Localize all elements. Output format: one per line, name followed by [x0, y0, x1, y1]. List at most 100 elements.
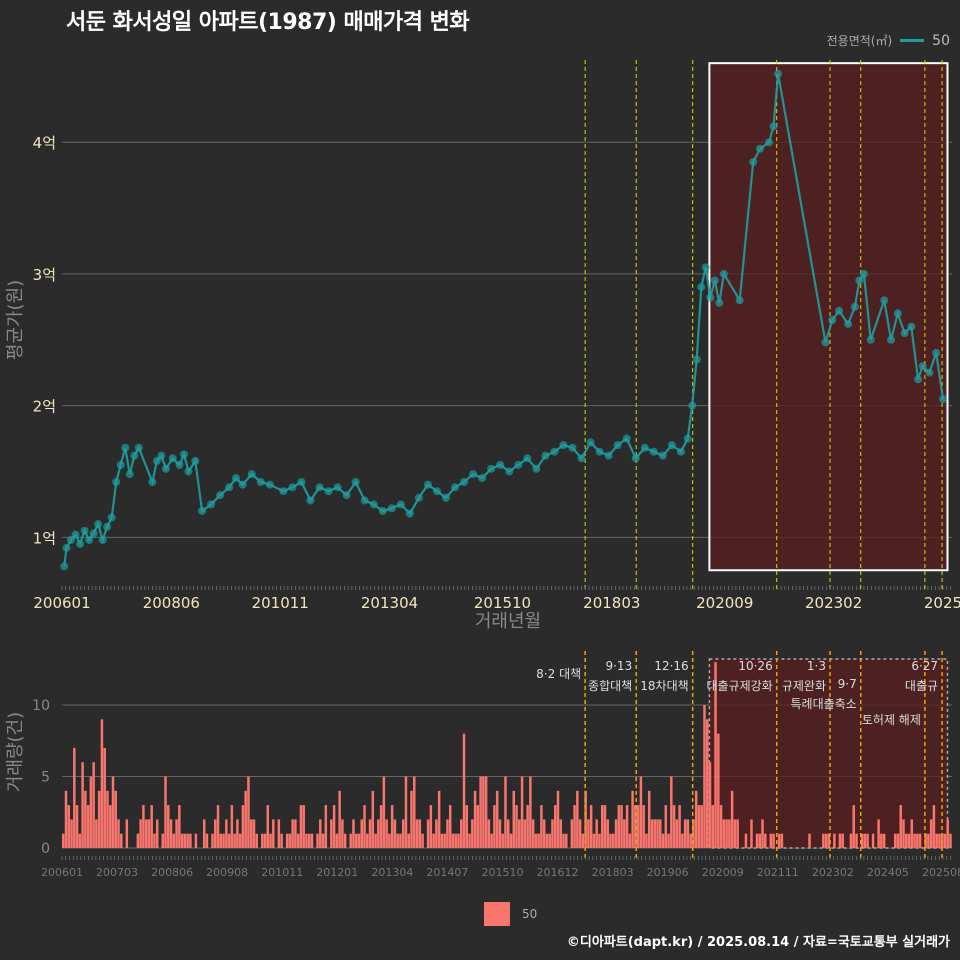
volume-bar [390, 805, 394, 848]
y-tick-label: 4억 [33, 134, 56, 152]
volume-bar [462, 733, 466, 848]
volume-bar [866, 833, 869, 848]
volume-bar [689, 833, 692, 848]
volume-bar [451, 833, 455, 848]
volume-bar [435, 819, 438, 848]
volume-bar [443, 833, 446, 848]
volume-bar [352, 819, 355, 848]
data-point [168, 454, 177, 463]
x-tick-label: 200806 [143, 594, 200, 612]
data-point [125, 470, 134, 479]
volume-bar [319, 819, 322, 848]
policy-date-label: 8·2 대책 [536, 666, 581, 681]
data-point [514, 460, 523, 469]
data-point [148, 478, 157, 486]
volume-bar [341, 819, 344, 848]
policy-text-label: 규제완화 [782, 679, 826, 693]
data-point [432, 487, 441, 496]
volume-chart: 0 5 10 8·2 대책 9·13 종합대책 12·16 18차대책 10·26 대출규제강화 1… [5, 651, 960, 879]
volume-bar [501, 833, 504, 848]
volume-bar [625, 805, 629, 848]
volume-bar [659, 819, 662, 848]
x-tick-label: 202302 [805, 594, 862, 612]
data-point [523, 454, 532, 463]
volume-bar [78, 833, 82, 848]
volume-bar [706, 719, 709, 848]
data-point [423, 480, 432, 489]
x-tick-label: 200601 [33, 594, 90, 612]
data-point [887, 335, 896, 344]
data-point [706, 293, 715, 302]
volume-bar [849, 833, 853, 848]
volume-bar [559, 819, 563, 848]
data-point [324, 487, 333, 496]
volume-bar [144, 819, 148, 848]
volume-bar [623, 819, 626, 848]
volume-bar [526, 805, 529, 848]
volume-bar [755, 833, 759, 848]
volume-bar [305, 833, 308, 848]
data-point [387, 504, 396, 513]
volume-bar [653, 819, 656, 848]
volume-bar [377, 819, 380, 848]
data-point [216, 491, 225, 500]
volume-bar [540, 805, 543, 848]
data-point [279, 487, 288, 496]
data-point [938, 395, 947, 404]
policy-text-label: 대출규 [905, 679, 938, 693]
x-axis-label: 거래년월 [475, 611, 541, 632]
volume-bar [437, 790, 441, 848]
data-point [821, 338, 830, 347]
volume-bar [354, 833, 358, 848]
volume-bar [413, 776, 416, 848]
volume-bar [636, 805, 640, 848]
volume-bar [678, 805, 681, 848]
volume-bar [261, 833, 264, 848]
data-point [907, 322, 916, 331]
volume-bar [321, 833, 325, 848]
volume-bar [534, 833, 538, 848]
y-tick-label: 1억 [33, 529, 56, 547]
volume-bar [349, 833, 352, 848]
volume-legend-label: 50 [522, 907, 538, 921]
price-chart: 1억 2억 3억 4억 200601 200806 201011 201304 201510 20… [5, 60, 960, 632]
data-point [640, 443, 649, 452]
x-tick-label: 202302 [812, 866, 854, 879]
volume-bar [476, 805, 480, 848]
volume-bar [512, 790, 516, 848]
x-tick-label: 201612 [537, 866, 579, 879]
data-point [595, 447, 604, 456]
volume-bar [125, 819, 129, 848]
volume-bar [393, 819, 397, 848]
volume-bar [216, 805, 220, 848]
volume-bar [418, 819, 422, 848]
volume-bar [360, 819, 363, 848]
data-point [893, 309, 902, 318]
legend-title: 전용면적(㎡) [826, 34, 893, 48]
volume-bar [277, 819, 281, 848]
policy-date-label: 6·27 [911, 659, 938, 673]
volume-bar [587, 819, 590, 848]
volume-bar [634, 805, 637, 848]
data-point [667, 441, 676, 450]
data-point [649, 447, 658, 456]
volume-bar [266, 805, 270, 848]
volume-bar [683, 819, 687, 848]
data-point [469, 470, 478, 479]
data-point [719, 269, 728, 278]
data-point [755, 144, 764, 153]
volume-bar [70, 819, 73, 848]
volume-bar [227, 833, 231, 848]
volume-bar [562, 833, 565, 848]
x-tick-label: 2025 [924, 594, 960, 612]
data-point [683, 434, 692, 443]
volume-bar [628, 833, 632, 848]
volume-bar [379, 805, 383, 848]
data-point [112, 478, 121, 486]
x-tick-label: 201011 [261, 866, 303, 879]
data-point [378, 506, 387, 515]
volume-bar [661, 833, 665, 848]
volume-bar [211, 833, 214, 848]
data-point [360, 496, 369, 505]
volume-bar [910, 819, 914, 848]
